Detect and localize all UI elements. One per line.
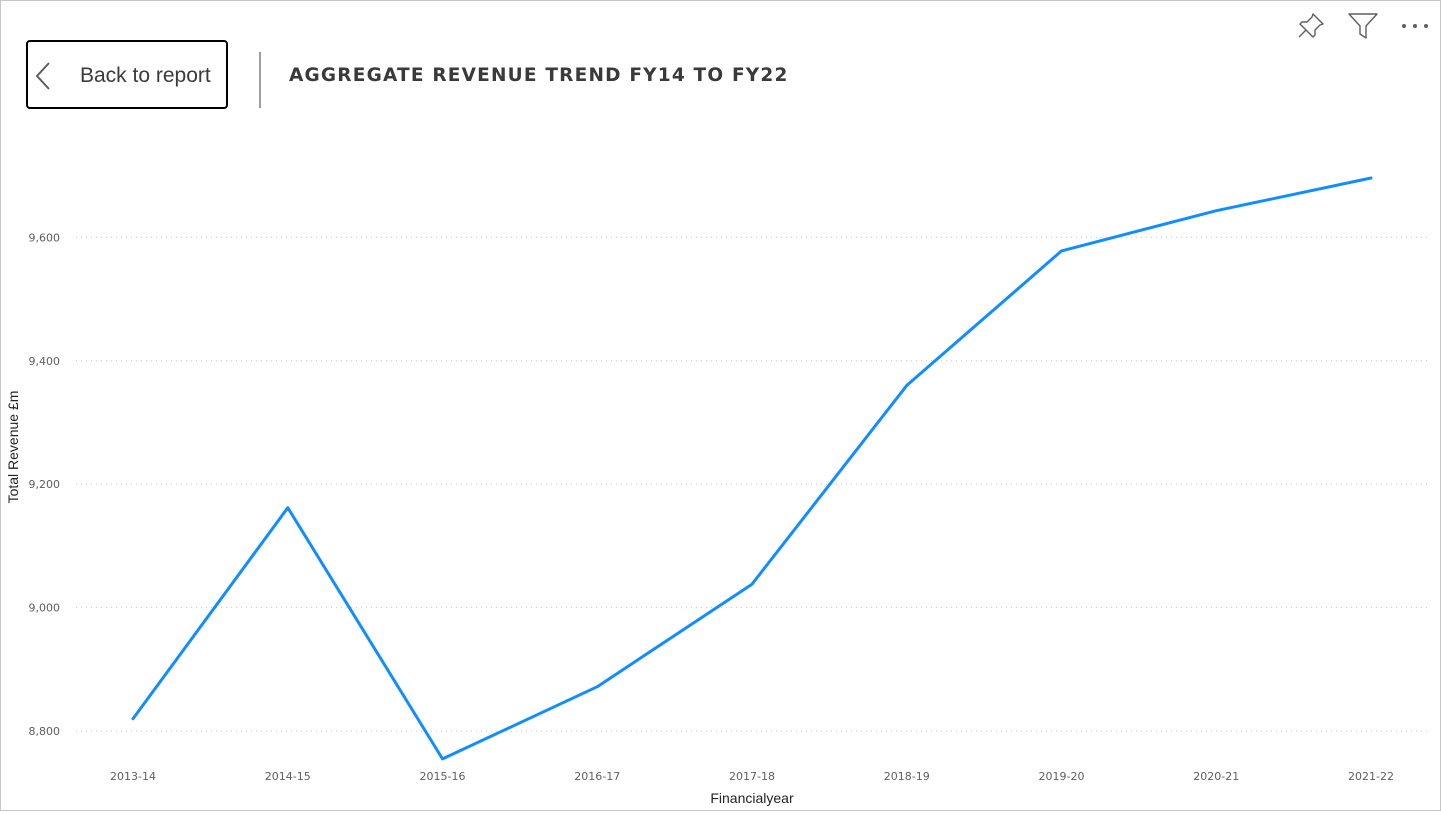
y-tick-label: 9,200 — [29, 478, 61, 491]
y-axis-title: Total Revenue £m — [5, 391, 21, 504]
x-tick-label: 2018-19 — [884, 770, 930, 783]
chart-title: AGGREGATE REVENUE TREND FY14 TO FY22 — [289, 65, 789, 86]
data-point[interactable] — [901, 379, 913, 391]
data-point[interactable] — [746, 578, 758, 590]
y-tick-label: 9,000 — [29, 602, 61, 615]
x-tick-label: 2017-18 — [729, 770, 775, 783]
data-point[interactable] — [437, 753, 449, 765]
x-tick-label: 2014-15 — [265, 770, 311, 783]
data-point[interactable] — [1056, 245, 1068, 257]
x-tick-label: 2021-22 — [1348, 770, 1394, 783]
header-divider — [259, 52, 261, 108]
x-tick-label: 2015-16 — [420, 770, 466, 783]
y-tick-label: 8,800 — [29, 725, 61, 738]
gridlines — [76, 236, 1430, 732]
chevron-left-icon — [35, 62, 50, 90]
x-axis-ticks: 2013-14 2014-15 2015-16 2016-17 2017-18 2018-… — [110, 770, 1394, 783]
more-options-icon[interactable] — [1399, 10, 1431, 42]
data-point[interactable] — [591, 681, 603, 693]
series-line[interactable] — [131, 176, 1373, 761]
x-tick-label: 2016-17 — [574, 770, 620, 783]
y-tick-label: 9,600 — [29, 231, 61, 244]
filter-icon[interactable] — [1347, 10, 1379, 42]
data-point[interactable] — [127, 713, 139, 725]
y-axis-ticks: 8,800 9,000 9,200 9,400 9,600 — [29, 231, 61, 738]
x-tick-label: 2019-20 — [1039, 770, 1085, 783]
series-layer — [127, 172, 1377, 765]
back-to-report-button[interactable]: Back to report — [26, 40, 228, 109]
data-point[interactable] — [282, 502, 294, 514]
back-to-report-label: Back to report — [80, 64, 211, 87]
x-tick-label: 2013-14 — [110, 770, 156, 783]
data-point[interactable] — [1365, 172, 1377, 184]
data-point[interactable] — [1210, 205, 1222, 217]
x-tick-label: 2020-21 — [1193, 770, 1239, 783]
y-tick-label: 9,400 — [29, 355, 61, 368]
x-axis-title: Financialyear — [710, 790, 794, 806]
pin-icon[interactable] — [1295, 10, 1327, 42]
visual-header-toolbar — [1275, 10, 1431, 42]
